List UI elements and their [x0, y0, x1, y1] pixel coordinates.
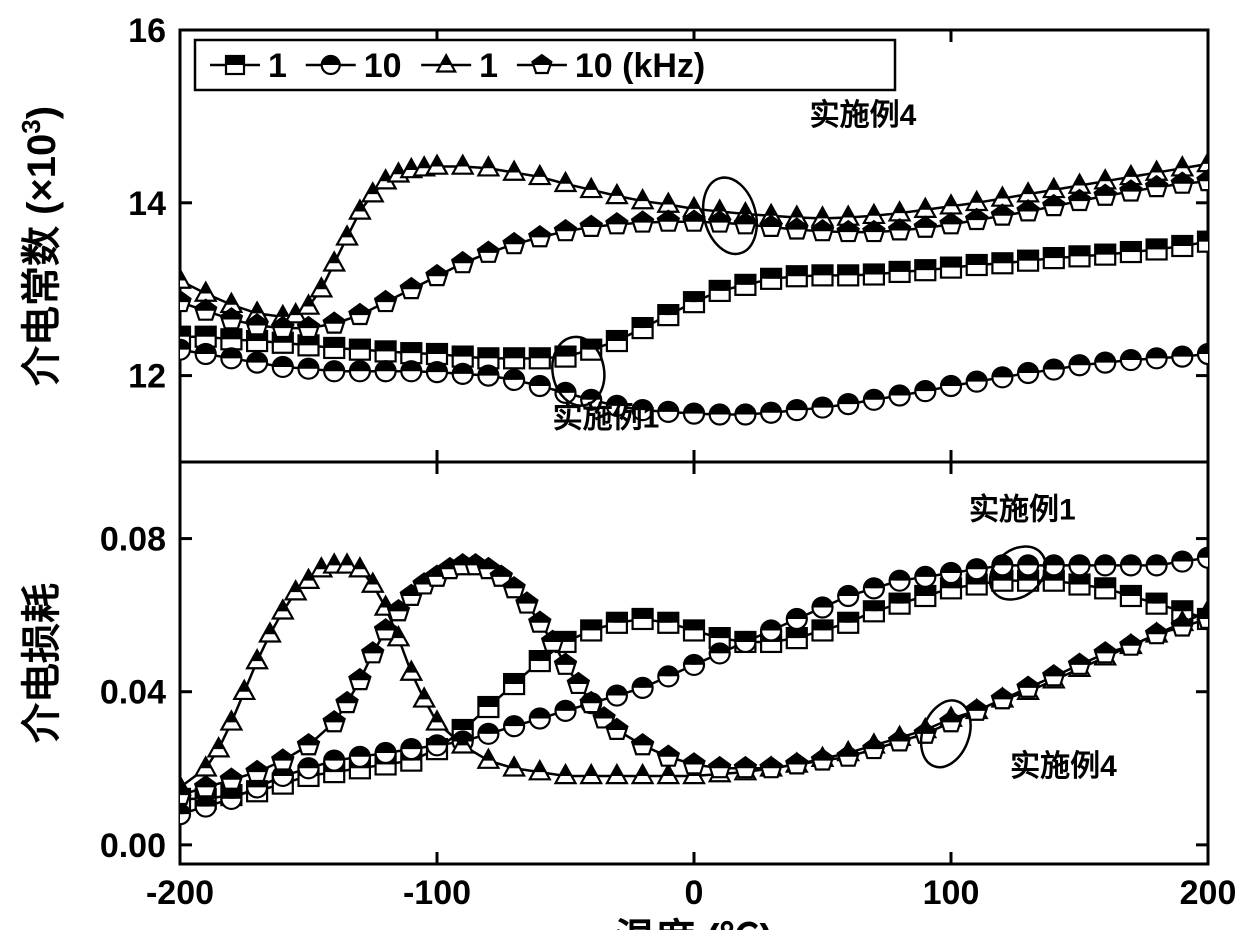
svg-text:温度 (℃): 温度 (℃)	[615, 917, 773, 930]
svg-text:0.00: 0.00	[100, 827, 166, 865]
svg-text:14: 14	[128, 185, 166, 223]
svg-text:-100: -100	[403, 874, 471, 912]
svg-text:0: 0	[685, 874, 704, 912]
svg-text:实施例4: 实施例4	[1010, 749, 1117, 783]
svg-text:10: 10	[364, 47, 402, 85]
svg-text:0.08: 0.08	[100, 521, 166, 559]
svg-text:实施例1: 实施例1	[553, 400, 660, 434]
svg-text:介电损耗: 介电损耗	[20, 583, 64, 743]
svg-text:100: 100	[923, 874, 980, 912]
chart-container: -200 -100 0 100 200 温度 (℃) 12 14 16 0.00 0.04 0.08 介…	[0, 0, 1240, 930]
svg-text:1: 1	[268, 47, 287, 85]
svg-text:实施例4: 实施例4	[810, 98, 917, 132]
svg-text:1: 1	[479, 47, 498, 85]
chart-svg: -200 -100 0 100 200 温度 (℃) 12 14 16 0.00 0.04 0.08 介…	[0, 0, 1240, 930]
svg-text:0.04: 0.04	[100, 674, 166, 712]
svg-text:介电常数 (×103): 介电常数 (×103)	[16, 106, 64, 386]
svg-text:10 (kHz): 10 (kHz)	[575, 47, 705, 85]
svg-text:16: 16	[128, 12, 166, 50]
svg-text:12: 12	[128, 358, 166, 396]
svg-text:-200: -200	[146, 874, 214, 912]
svg-text:200: 200	[1180, 874, 1237, 912]
svg-text:实施例1: 实施例1	[969, 492, 1076, 526]
